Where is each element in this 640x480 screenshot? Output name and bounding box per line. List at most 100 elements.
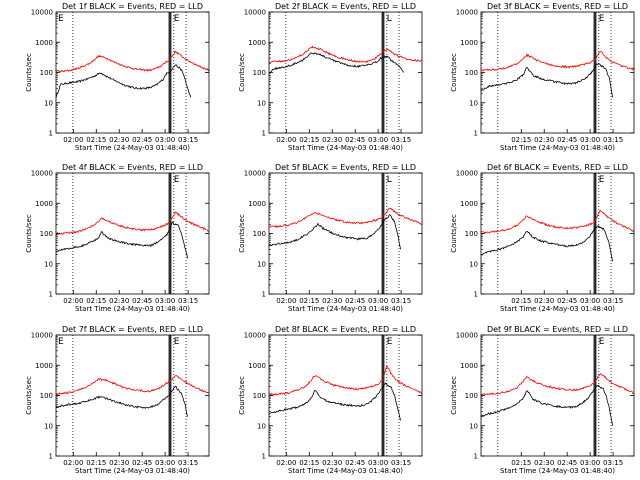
flag-right-label: E [174, 337, 180, 347]
y-tick-label: 100 [465, 69, 478, 77]
x-tick-label: 02:30 [109, 459, 129, 467]
lld-series-line [55, 50, 210, 73]
panel-title: Det 3f BLACK = Events, RED = LLD [487, 2, 628, 11]
y-tick-label: 10000 [244, 9, 266, 17]
y-tick-label: 100 [253, 392, 266, 400]
x-tick-label: 02:00 [63, 459, 83, 467]
x-tick-label: 03:15 [603, 136, 623, 144]
panel-title: Det 2f BLACK = Events, RED = LLD [275, 2, 416, 11]
x-axis-label: Start Time (24-May-03 01:48:40) [500, 467, 615, 475]
x-tick-label: 03:00 [368, 136, 388, 144]
events-series-line [55, 64, 191, 99]
x-tick-label: 03:15 [178, 297, 198, 305]
panel-title: Det 6f BLACK = Events, RED = LLD [487, 163, 628, 172]
x-tick-label: 03:00 [155, 297, 175, 305]
x-tick-label: 02:15 [86, 297, 106, 305]
y-tick-label: 10000 [31, 170, 53, 178]
y-tick-label: 100 [40, 230, 53, 238]
lld-series-line [268, 207, 423, 229]
y-tick-label: 1000 [460, 362, 478, 370]
x-tick-label: 03:15 [391, 459, 411, 467]
flag-left-label: E [58, 337, 64, 347]
x-tick-label: 03:00 [580, 297, 600, 305]
events-series-line [480, 384, 613, 426]
y-tick-label: 1 [262, 130, 266, 138]
x-tick-label: 02:45 [557, 459, 577, 467]
x-axis-label: Start Time (24-May-03 01:48:40) [288, 467, 403, 475]
flag-right-label: E [599, 175, 605, 185]
x-tick-label: 02:45 [132, 459, 152, 467]
x-tick-label: 03:15 [391, 297, 411, 305]
y-tick-label: 10000 [31, 9, 53, 17]
x-tick-label: 03:00 [368, 297, 388, 305]
x-axis-label: Start Time (24-May-03 01:48:40) [75, 305, 190, 313]
x-axis-label: Start Time (24-May-03 01:48:40) [500, 144, 615, 152]
y-tick-label: 100 [40, 69, 53, 77]
x-tick-label: 02:45 [345, 136, 365, 144]
panel-title: Det 1f BLACK = Events, RED = LLD [62, 2, 203, 11]
x-tick-label: 03:00 [155, 136, 175, 144]
y-tick-label: 10000 [244, 332, 266, 340]
x-tick-label: 03:15 [391, 136, 411, 144]
x-tick-label: 02:15 [299, 459, 319, 467]
lld-series-line [55, 211, 210, 236]
lld-series-line [480, 209, 635, 234]
y-tick-label: 10 [257, 260, 266, 268]
x-axis-label: Start Time (24-May-03 01:48:40) [288, 144, 403, 152]
y-tick-label: 1 [49, 291, 53, 299]
y-tick-label: 10 [469, 260, 478, 268]
x-tick-label: 02:30 [322, 297, 342, 305]
detector-panel: Det 2f BLACK = Events, RED = LLD 1 10 100 10… [238, 2, 423, 152]
lld-series-line [55, 374, 210, 396]
x-tick-label: 02:45 [345, 459, 365, 467]
x-tick-label: 02:30 [109, 297, 129, 305]
x-axis-label: Start Time (24-May-03 01:48:40) [288, 305, 403, 313]
y-tick-label: 100 [253, 230, 266, 238]
flag-right-label: L [387, 175, 392, 185]
events-series-line [55, 385, 188, 417]
y-axis-label: Counts/sec [25, 53, 33, 92]
y-tick-label: 100 [253, 69, 266, 77]
y-tick-label: 1000 [35, 39, 53, 47]
y-tick-label: 10 [257, 99, 266, 107]
flag-left-label: E [58, 14, 64, 24]
y-tick-label: 1 [474, 130, 478, 138]
y-tick-label: 1000 [35, 362, 53, 370]
x-tick-label: 02:00 [63, 297, 83, 305]
y-tick-label: 1000 [460, 200, 478, 208]
detector-panel: Det 5f BLACK = Events, RED = LLD 1 10 100 10… [238, 163, 423, 313]
panel-title: Det 7f BLACK = Events, RED = LLD [62, 325, 203, 334]
y-tick-label: 10 [44, 99, 53, 107]
flag-right-label: E [599, 14, 605, 24]
x-tick-label: 03:00 [580, 459, 600, 467]
y-tick-label: 1000 [248, 39, 266, 47]
y-axis-label: Counts/sec [238, 53, 246, 92]
detector-panel: Det 9f BLACK = Events, RED = LLD 1 10 100 10… [450, 325, 635, 475]
flag-right-label: L [387, 14, 392, 24]
panel-title: Det 5f BLACK = Events, RED = LLD [275, 163, 416, 172]
x-tick-label: 02:45 [132, 297, 152, 305]
flag-right-label: E [174, 14, 180, 24]
lld-series-line [268, 45, 423, 63]
x-tick-label: 02:15 [86, 459, 106, 467]
y-tick-label: 1 [474, 453, 478, 461]
events-series-line [480, 225, 613, 262]
y-axis-label: Counts/sec [450, 214, 458, 253]
y-tick-label: 10 [469, 422, 478, 430]
detector-panel: Det 4f BLACK = Events, RED = LLD 1 10 100 10… [25, 163, 210, 313]
x-tick-label: 02:15 [299, 136, 319, 144]
x-tick-label: 02:00 [276, 297, 296, 305]
y-tick-label: 1000 [460, 39, 478, 47]
panel-title: Det 9f BLACK = Events, RED = LLD [487, 325, 628, 334]
x-tick-label: 02:00 [276, 459, 296, 467]
y-tick-label: 1 [262, 291, 266, 299]
detector-panel: Det 1f BLACK = Events, RED = LLD 1 10 100 10… [25, 2, 210, 152]
x-tick-label: 03:15 [178, 459, 198, 467]
flag-right-label: E [599, 337, 605, 347]
y-tick-label: 100 [40, 392, 53, 400]
y-axis-label: Counts/sec [25, 214, 33, 253]
events-series-line [268, 214, 401, 250]
y-tick-label: 10 [257, 422, 266, 430]
y-tick-label: 10000 [31, 332, 53, 340]
